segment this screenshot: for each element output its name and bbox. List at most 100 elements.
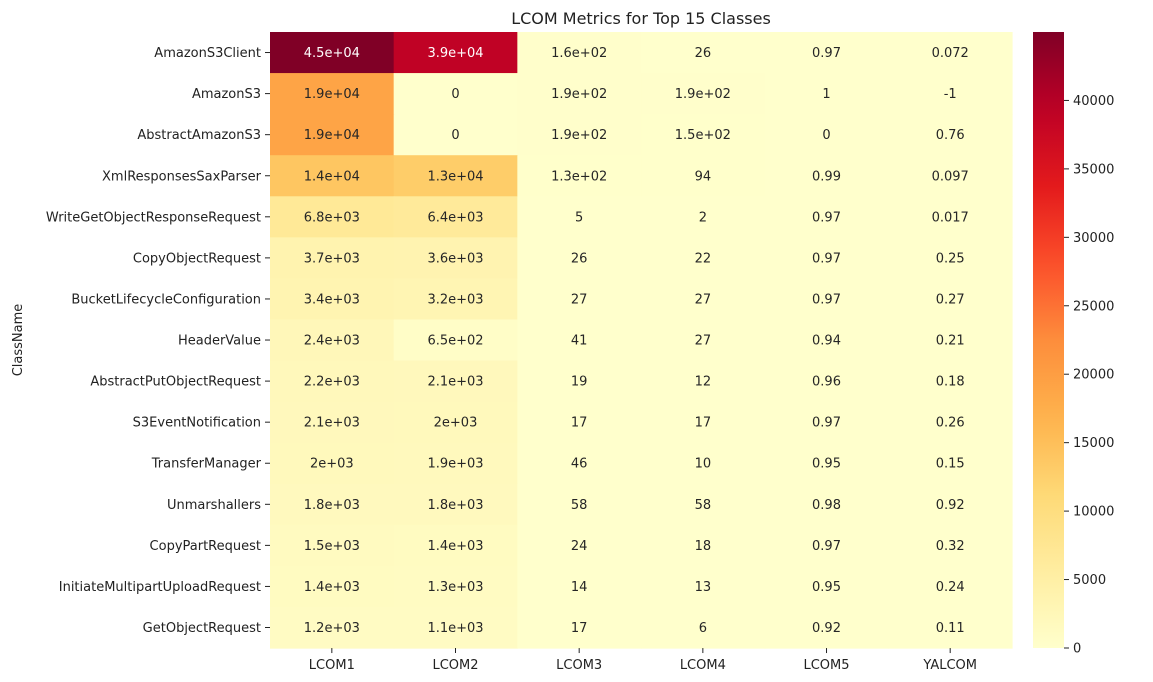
heatmap-cell bbox=[517, 606, 642, 649]
cell-annotation: 0.97 bbox=[812, 416, 841, 431]
cell-annotation: 6.8e+03 bbox=[304, 210, 360, 225]
column-label: LCOM5 bbox=[803, 658, 849, 673]
row-label: TransferManager bbox=[151, 457, 262, 472]
heatmap-cell bbox=[641, 442, 766, 485]
heatmap-cell bbox=[641, 155, 766, 197]
heatmap-cell bbox=[517, 237, 642, 280]
heatmap-cell bbox=[641, 360, 766, 403]
heatmap-cell bbox=[888, 32, 1013, 74]
heatmap-cell bbox=[764, 360, 889, 403]
cell-annotation: 27 bbox=[695, 292, 712, 307]
cell-annotation: 0.97 bbox=[812, 251, 841, 266]
row-label: CopyPartRequest bbox=[150, 539, 261, 554]
cell-annotation: 1.3e+03 bbox=[427, 580, 483, 595]
cell-annotation: 4.5e+04 bbox=[304, 46, 360, 61]
heatmap-cell bbox=[393, 196, 518, 238]
heatmap-cell bbox=[393, 278, 518, 321]
cell-annotation: 1.9e+02 bbox=[675, 87, 731, 102]
heatmap-cell bbox=[393, 565, 518, 608]
cell-annotation: 13 bbox=[695, 580, 712, 595]
heatmap-cell bbox=[888, 237, 1013, 280]
cell-annotation: 0.94 bbox=[812, 334, 841, 349]
cell-annotation: 0.95 bbox=[812, 580, 841, 595]
row-label: AmazonS3 bbox=[192, 87, 261, 102]
cell-annotation: 1.5e+03 bbox=[304, 539, 360, 554]
heatmap-cell bbox=[393, 237, 518, 280]
cell-annotation: 24 bbox=[571, 539, 588, 554]
heatmap-cell bbox=[764, 32, 889, 74]
heatmap-cell bbox=[270, 278, 395, 321]
cell-annotation: 41 bbox=[571, 334, 588, 349]
heatmap-cell bbox=[888, 606, 1013, 649]
cell-annotation: 1.8e+03 bbox=[427, 498, 483, 513]
heatmap-cell bbox=[764, 401, 889, 444]
cell-annotation: 0.97 bbox=[812, 539, 841, 554]
cell-annotation: 1.9e+02 bbox=[551, 128, 607, 143]
heatmap-cell bbox=[270, 237, 395, 280]
cell-annotation: 1.3e+02 bbox=[551, 169, 607, 184]
colorbar-ticks: 0 5000 10000 15000 20000 25000 30000 35000 40000 bbox=[1064, 94, 1114, 656]
heatmap-cell bbox=[641, 401, 766, 444]
heatmap-cell bbox=[641, 196, 766, 238]
heatmap-cell bbox=[270, 73, 395, 115]
cell-annotation: 17 bbox=[571, 621, 588, 636]
heatmap-cell bbox=[517, 401, 642, 444]
cell-annotation: 1.9e+04 bbox=[304, 128, 360, 143]
heatmap-cell bbox=[270, 319, 395, 362]
cell-annotation: 2e+03 bbox=[310, 457, 354, 472]
cell-annotation: 6.4e+03 bbox=[427, 210, 483, 225]
cell-annotation: 0.97 bbox=[812, 46, 841, 61]
cell-annotation: 27 bbox=[571, 292, 588, 307]
cell-annotation: 3.2e+03 bbox=[427, 292, 483, 307]
heatmap-cell bbox=[393, 32, 518, 74]
cell-annotation: 3.4e+03 bbox=[304, 292, 360, 307]
heatmap-cell bbox=[764, 114, 889, 156]
heatmap-cell bbox=[517, 319, 642, 362]
cell-annotation: 0.21 bbox=[936, 334, 965, 349]
heatmap-cell bbox=[888, 401, 1013, 444]
cell-annotation: 1.4e+03 bbox=[304, 580, 360, 595]
colorbar-tick-label: 40000 bbox=[1073, 94, 1114, 109]
heatmap-cell bbox=[270, 483, 395, 526]
cell-annotation: 1 bbox=[822, 87, 830, 102]
cell-annotation: 22 bbox=[695, 251, 712, 266]
cell-annotation: 26 bbox=[571, 251, 588, 266]
cell-annotation: 1.5e+02 bbox=[675, 128, 731, 143]
heatmap-cell bbox=[764, 606, 889, 649]
heatmap-cell bbox=[393, 483, 518, 526]
colorbar bbox=[1033, 32, 1064, 648]
heatmap-cell bbox=[888, 565, 1013, 608]
heatmap-cell bbox=[270, 442, 395, 485]
heatmap-cell bbox=[888, 524, 1013, 567]
cell-annotation: 0.76 bbox=[936, 128, 965, 143]
heatmap-cell bbox=[888, 278, 1013, 321]
cell-annotation: 0.32 bbox=[936, 539, 965, 554]
colorbar-tick-label: 15000 bbox=[1073, 436, 1114, 451]
heatmap-cell bbox=[764, 442, 889, 485]
heatmap-cell bbox=[270, 196, 395, 238]
heatmap-cell bbox=[641, 565, 766, 608]
heatmap-cell bbox=[888, 442, 1013, 485]
heatmap-cell bbox=[888, 483, 1013, 526]
cell-annotation: 6 bbox=[699, 621, 707, 636]
row-label: InitiateMultipartUploadRequest bbox=[59, 580, 261, 595]
cell-annotation: 2.4e+03 bbox=[304, 334, 360, 349]
cell-annotation: 1.2e+03 bbox=[304, 621, 360, 636]
cell-annotation: -1 bbox=[944, 87, 957, 102]
cell-annotation: 0.99 bbox=[812, 169, 841, 184]
cell-annotation: 0 bbox=[451, 87, 459, 102]
heatmap-cell bbox=[517, 565, 642, 608]
heatmap-cell bbox=[764, 483, 889, 526]
heatmap-cell bbox=[888, 73, 1013, 115]
cell-annotation: 27 bbox=[695, 334, 712, 349]
cell-annotation: 12 bbox=[695, 375, 712, 390]
cell-annotation: 1.9e+04 bbox=[304, 87, 360, 102]
cell-annotation: 2.2e+03 bbox=[304, 375, 360, 390]
heatmap-cell bbox=[270, 401, 395, 444]
heatmap-cell bbox=[641, 278, 766, 321]
heatmap-cell bbox=[393, 401, 518, 444]
heatmap-cell bbox=[517, 196, 642, 238]
heatmap-cell bbox=[641, 606, 766, 649]
colorbar-tick-label: 10000 bbox=[1073, 505, 1114, 520]
